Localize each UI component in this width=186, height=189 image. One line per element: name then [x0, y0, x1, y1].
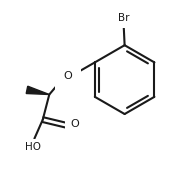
Text: O: O	[63, 71, 72, 81]
Text: HO: HO	[25, 142, 41, 152]
Polygon shape	[26, 86, 49, 94]
Text: O: O	[71, 119, 79, 129]
Text: Br: Br	[118, 13, 129, 23]
